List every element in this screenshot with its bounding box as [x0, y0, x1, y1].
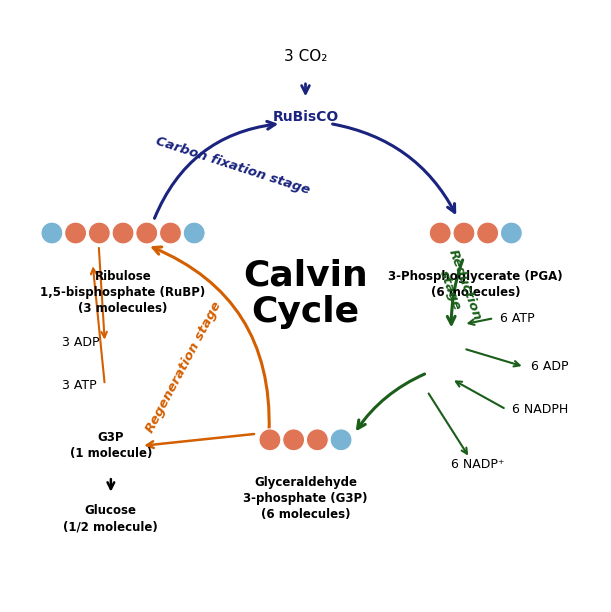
Circle shape: [500, 222, 522, 244]
Circle shape: [477, 222, 499, 244]
Text: Glyceraldehyde
3-phosphate (G3P)
(6 molecules): Glyceraldehyde 3-phosphate (G3P) (6 mole…: [243, 476, 368, 521]
Text: 6 NADPH: 6 NADPH: [512, 403, 569, 416]
Circle shape: [41, 222, 63, 244]
Text: G3P
(1 molecule): G3P (1 molecule): [70, 431, 152, 460]
Text: 3 CO₂: 3 CO₂: [284, 49, 327, 64]
Text: 6 ATP: 6 ATP: [500, 312, 535, 324]
Circle shape: [112, 222, 134, 244]
Text: Glucose
(1/2 molecule): Glucose (1/2 molecule): [64, 504, 158, 534]
Circle shape: [89, 222, 110, 244]
Text: 6 NADP⁺: 6 NADP⁺: [452, 458, 505, 471]
Text: 3 ATP: 3 ATP: [62, 379, 97, 392]
Text: Calvin
Cycle: Calvin Cycle: [243, 258, 368, 329]
Text: Carbon fixation stage: Carbon fixation stage: [154, 135, 311, 197]
Circle shape: [183, 222, 205, 244]
Text: 3-Phosphoglycerate (PGA)
(6 molecules): 3-Phosphoglycerate (PGA) (6 molecules): [389, 269, 563, 299]
Text: 6 ADP: 6 ADP: [530, 360, 568, 373]
Circle shape: [283, 429, 305, 451]
Text: Reduction
stage: Reduction stage: [431, 248, 483, 327]
Circle shape: [65, 222, 87, 244]
Circle shape: [453, 222, 475, 244]
Circle shape: [430, 222, 451, 244]
Text: Regeneration stage: Regeneration stage: [144, 299, 224, 435]
Text: Ribulose
1,5-bisphosphate (RuBP)
(3 molecules): Ribulose 1,5-bisphosphate (RuBP) (3 mole…: [40, 269, 206, 315]
Circle shape: [306, 429, 328, 451]
Circle shape: [136, 222, 158, 244]
Circle shape: [159, 222, 181, 244]
Text: RuBisCO: RuBisCO: [273, 110, 338, 124]
Text: 3 ADP: 3 ADP: [62, 336, 100, 349]
Circle shape: [259, 429, 281, 451]
Circle shape: [330, 429, 352, 451]
